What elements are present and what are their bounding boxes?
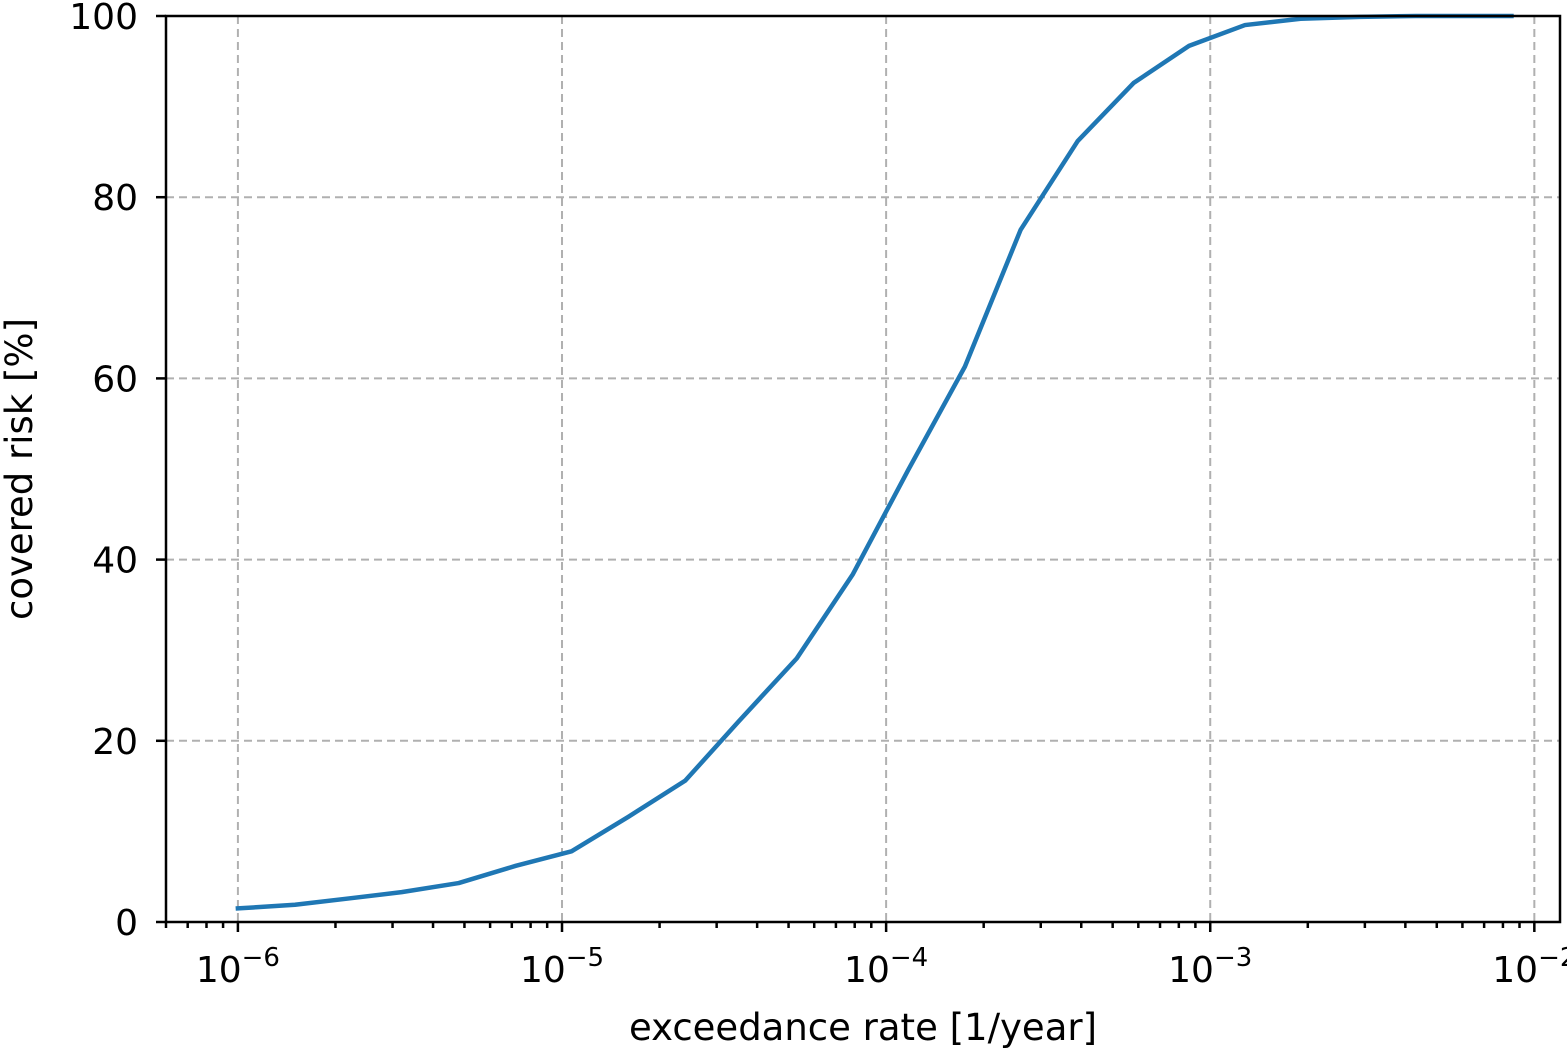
x-tick-label-1: 10−5: [520, 943, 604, 991]
y-tick-label-1: 20: [92, 722, 138, 763]
y-tick-label-5: 100: [69, 0, 138, 38]
x-tick-label-2: 10−4: [844, 943, 928, 991]
y-tick-label-4: 80: [92, 178, 138, 219]
x-tick-label-4: 10−2: [1492, 943, 1567, 991]
x-tick-labels: 10−6 10−5 10−4 10−3 10−2: [196, 943, 1567, 991]
plot-frame: [164, 14, 1562, 924]
y-tick-label-2: 40: [92, 541, 138, 582]
y-tick-label-0: 0: [115, 903, 138, 944]
y-tick-labels: 0 20 40 60 80 100: [69, 0, 138, 944]
x-tick-label-0: 10−6: [196, 943, 280, 991]
y-axis-label: covered risk [%]: [0, 318, 41, 620]
x-axis-label: exceedance rate [1/year]: [629, 1006, 1097, 1049]
grid-lines: [166, 16, 1560, 922]
axis-ticks: [156, 14, 1536, 932]
covered-risk-line: [235, 13, 1514, 911]
y-tick-label-3: 60: [92, 359, 138, 400]
x-tick-label-3: 10−3: [1168, 943, 1252, 991]
